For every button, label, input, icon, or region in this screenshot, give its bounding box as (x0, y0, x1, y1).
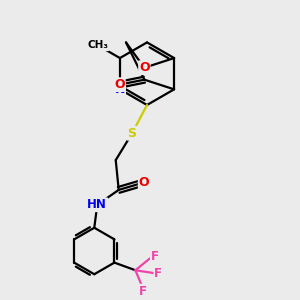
Text: O: O (139, 176, 149, 189)
Text: O: O (139, 61, 150, 74)
Text: N: N (115, 83, 125, 96)
Text: S: S (128, 127, 136, 140)
Text: F: F (139, 285, 147, 298)
Text: F: F (154, 267, 162, 280)
Text: HN: HN (87, 198, 107, 211)
Text: O: O (114, 78, 125, 91)
Text: F: F (151, 250, 159, 263)
Text: CH₃: CH₃ (88, 40, 109, 50)
